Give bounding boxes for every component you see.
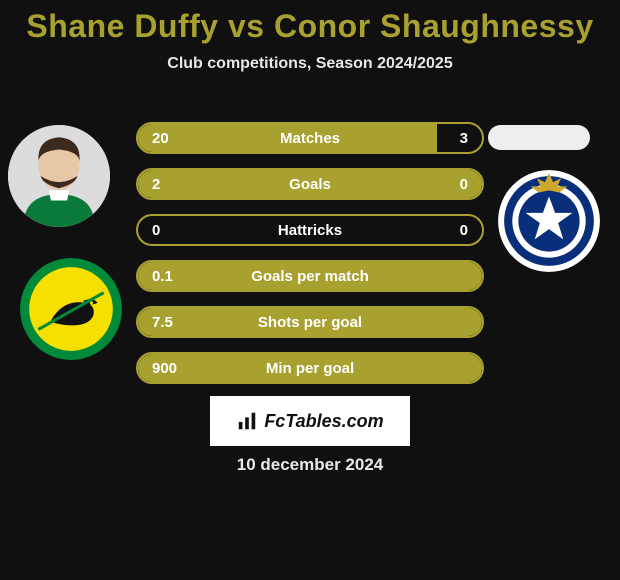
watermark: FcTables.com (210, 396, 410, 446)
stat-right-value: 0 (460, 176, 468, 193)
stat-label: Matches (138, 130, 482, 147)
player-left-club-crest (20, 258, 122, 360)
date-text: 10 december 2024 (0, 455, 620, 475)
subtitle: Club competitions, Season 2024/2025 (0, 55, 620, 73)
stat-label: Hattricks (138, 222, 482, 239)
stat-row: 20Matches3 (136, 122, 484, 154)
stat-row: 900Min per goal (136, 352, 484, 384)
stat-row: 7.5Shots per goal (136, 306, 484, 338)
player-left-avatar (8, 125, 110, 227)
stat-right-value: 0 (460, 222, 468, 239)
page-title: Shane Duffy vs Conor Shaughnessy (0, 0, 620, 45)
stat-label: Min per goal (138, 360, 482, 377)
stat-row: 2Goals0 (136, 168, 484, 200)
watermark-text: FcTables.com (264, 411, 383, 432)
stats-container: 20Matches32Goals00Hattricks00.1Goals per… (136, 122, 484, 398)
stat-label: Goals (138, 176, 482, 193)
stat-label: Shots per goal (138, 314, 482, 331)
stat-row: 0Hattricks0 (136, 214, 484, 246)
stat-row: 0.1Goals per match (136, 260, 484, 292)
stat-label: Goals per match (138, 268, 482, 285)
chart-icon (236, 410, 258, 432)
player-right-avatar (488, 125, 590, 150)
player-right-club-crest (498, 170, 600, 272)
stat-right-value: 3 (460, 130, 468, 147)
